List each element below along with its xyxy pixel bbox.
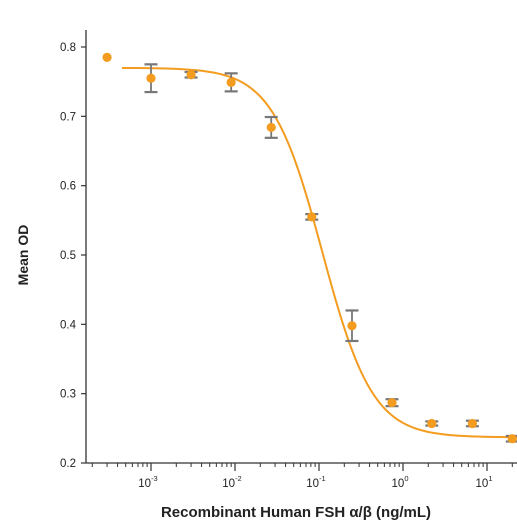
fit-curve (122, 68, 517, 437)
x-tick-exponent: -3 (151, 474, 158, 483)
y-tick-label: 0.8 (60, 42, 76, 54)
x-tick-label: 10-2 (222, 474, 241, 490)
x-tick-label: 101 (476, 474, 493, 490)
x-tick-exponent: 0 (404, 474, 408, 483)
data-point (307, 212, 316, 221)
data-point (146, 74, 155, 83)
x-tick-label: 10-3 (138, 474, 157, 490)
x-tick-base: 10 (392, 478, 405, 490)
x-tick-exponent: -1 (319, 474, 326, 483)
x-tick-exponent: 1 (488, 474, 492, 483)
data-point (347, 321, 356, 330)
y-tick-label: 0.3 (60, 389, 76, 401)
x-axis-label: Recombinant Human FSH α/β (ng/mL) (161, 504, 431, 521)
data-point (267, 123, 276, 132)
x-tick-base: 10 (222, 478, 235, 490)
x-tick-base: 10 (138, 478, 151, 490)
data-point (387, 398, 396, 407)
y-tick-label: 0.5 (60, 250, 76, 262)
x-tick-label: 100 (392, 474, 409, 490)
data-points (102, 53, 516, 444)
x-tick-label: 10-1 (306, 474, 325, 490)
y-tick-label: 0.4 (60, 319, 77, 331)
data-point (102, 53, 111, 62)
data-point (468, 419, 477, 428)
fit-curve-layer (122, 68, 517, 437)
y-tick-label: 0.7 (60, 111, 76, 123)
data-point (508, 434, 517, 443)
data-point (186, 70, 195, 79)
error-bars (145, 64, 517, 441)
y-axis-label: Mean OD (15, 225, 31, 286)
x-tick-exponent: -2 (235, 474, 242, 483)
x-tick-base: 10 (306, 478, 319, 490)
y-tick-label: 0.2 (60, 458, 76, 470)
x-tick-base: 10 (476, 478, 489, 490)
data-point (227, 78, 236, 87)
y-tick-label: 0.6 (60, 181, 76, 193)
data-point (427, 419, 436, 428)
